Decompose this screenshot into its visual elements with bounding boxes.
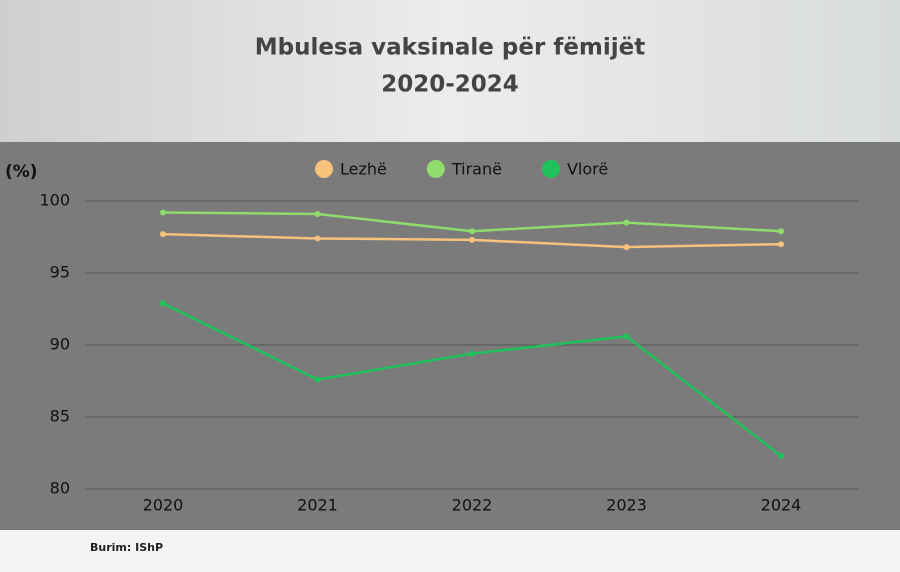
- legend-marker: [315, 160, 333, 178]
- source: Burim: IShP: [90, 541, 163, 554]
- data-point: [314, 210, 321, 217]
- chart-title: Mbulesa vaksinale për fëmijët: [255, 35, 646, 61]
- data-point: [778, 241, 784, 248]
- x-tick-label: 2022: [452, 496, 493, 515]
- data-point: [160, 209, 166, 216]
- data-point: [469, 236, 475, 243]
- legend-marker: [541, 160, 560, 178]
- data-point: [778, 228, 784, 235]
- data-point: [314, 235, 321, 242]
- x-tick-label: 2023: [606, 496, 647, 515]
- y-tick-label: 90: [50, 335, 70, 354]
- legend-label: Vlorë: [567, 160, 608, 179]
- x-tick-label: 2021: [297, 496, 338, 515]
- footer-band: [0, 530, 900, 572]
- data-point: [623, 333, 630, 340]
- x-tick-label: 2020: [143, 496, 184, 515]
- x-tick-label: 2024: [761, 496, 802, 515]
- data-point: [623, 244, 630, 251]
- legend-marker: [426, 160, 445, 178]
- data-point: [469, 228, 475, 235]
- y-tick-label: 100: [39, 191, 70, 210]
- data-point: [469, 350, 475, 357]
- y-tick-label: 95: [50, 263, 70, 282]
- plot-band: [0, 142, 900, 530]
- y-tick-label: 85: [50, 407, 70, 426]
- y-axis-label: (%): [5, 162, 38, 182]
- chart-subtitle: 2020-2024: [381, 72, 519, 98]
- data-point: [160, 231, 166, 238]
- data-point: [314, 376, 321, 383]
- data-point: [623, 219, 630, 226]
- legend-label: Lezhë: [340, 160, 387, 179]
- y-tick-label: 80: [50, 479, 70, 498]
- data-point: [778, 452, 784, 459]
- data-point: [160, 300, 166, 307]
- legend-label: Tiranë: [451, 160, 502, 179]
